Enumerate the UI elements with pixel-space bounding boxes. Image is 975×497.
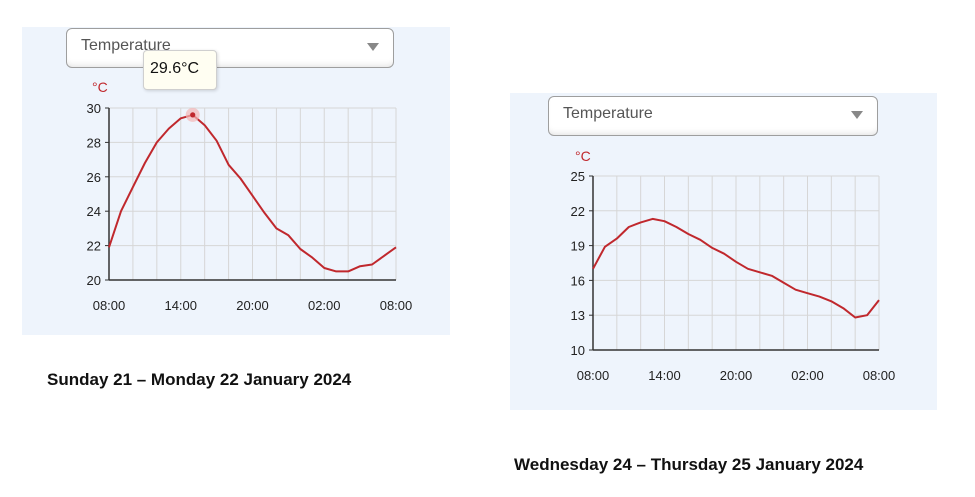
y-tick-label: 13 bbox=[571, 308, 585, 323]
x-tick-label: 14:00 bbox=[648, 368, 681, 383]
chevron-down-icon bbox=[367, 43, 379, 51]
y-tick-label: 22 bbox=[87, 239, 101, 254]
temperature-line bbox=[592, 217, 880, 319]
y-tick-label: 24 bbox=[87, 204, 101, 219]
y-axis-unit-label: °C bbox=[575, 148, 591, 164]
chart-panel-1 bbox=[22, 27, 450, 335]
y-tick-label: 25 bbox=[571, 169, 585, 184]
temperature-line bbox=[108, 113, 397, 273]
y-tick-label: 16 bbox=[571, 273, 585, 288]
y-tick-label: 26 bbox=[87, 170, 101, 185]
x-tick-label: 02:00 bbox=[308, 298, 341, 313]
date-range-caption-1: Sunday 21 – Monday 22 January 2024 bbox=[47, 370, 352, 389]
y-tick-label: 20 bbox=[87, 273, 101, 288]
x-tick-label: 20:00 bbox=[720, 368, 753, 383]
x-tick-label: 02:00 bbox=[791, 368, 824, 383]
y-tick-label: 28 bbox=[87, 135, 101, 150]
highlighted-data-point bbox=[190, 112, 196, 118]
chevron-down-icon bbox=[851, 111, 863, 119]
y-tick-label: 22 bbox=[571, 204, 585, 219]
y-tick-label: 30 bbox=[87, 101, 101, 116]
y-axis-unit-label: °C bbox=[92, 79, 108, 95]
tooltip-value: 29.6°C bbox=[150, 60, 200, 77]
chart-panel-2 bbox=[510, 93, 937, 410]
x-tick-label: 08:00 bbox=[863, 368, 896, 383]
x-tick-label: 20:00 bbox=[236, 298, 269, 313]
y-tick-label: 10 bbox=[571, 343, 585, 358]
y-tick-label: 19 bbox=[571, 239, 585, 254]
metric-select-1[interactable]: Temperature bbox=[66, 28, 394, 68]
x-tick-label: 14:00 bbox=[164, 298, 197, 313]
x-tick-label: 08:00 bbox=[577, 368, 610, 383]
metric-select-2[interactable]: Temperature bbox=[548, 96, 878, 136]
metric-select-label: Temperature bbox=[563, 105, 653, 122]
value-tooltip: 29.6°C bbox=[143, 50, 217, 90]
x-tick-label: 08:00 bbox=[93, 298, 126, 313]
x-tick-label: 08:00 bbox=[380, 298, 413, 313]
metric-select-label: Temperature bbox=[81, 37, 171, 54]
date-range-caption-2: Wednesday 24 – Thursday 25 January 2024 bbox=[514, 455, 864, 474]
